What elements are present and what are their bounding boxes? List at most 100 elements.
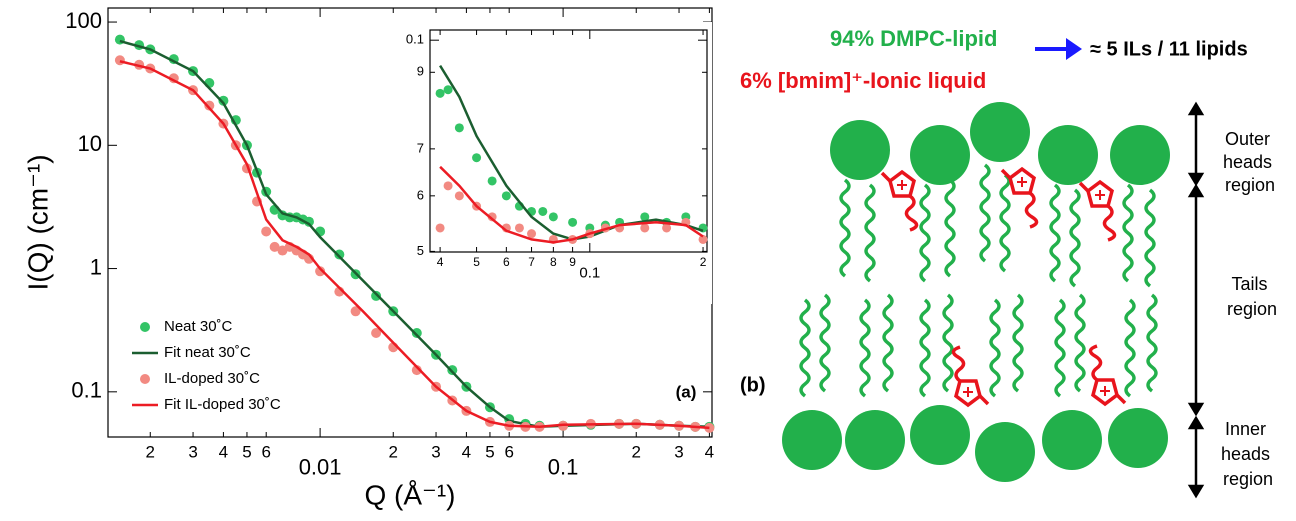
arrow-head: [1187, 101, 1205, 187]
lipid-tail: [942, 293, 954, 393]
lipid-head: [910, 125, 970, 185]
x-tick-label: 6: [503, 255, 510, 269]
x-tick-label: 0.1: [548, 455, 579, 480]
data-point: [472, 153, 482, 163]
data-point: [538, 206, 548, 216]
x-tick-label: 0.01: [299, 455, 342, 480]
y-tick-label: 7: [417, 140, 424, 155]
lipid-tail: [882, 293, 894, 393]
lipid-head: [975, 422, 1035, 482]
data-point: [204, 100, 215, 111]
x-tick-label: 2: [389, 442, 398, 461]
label-line: region: [1223, 469, 1273, 489]
lipid-tail: [1012, 293, 1024, 393]
label-line: Tails: [1231, 274, 1267, 294]
region-label: Tails region: [1227, 274, 1277, 319]
lipid-head: [1110, 125, 1170, 185]
lipid-tail: [1124, 298, 1136, 398]
lipid-head: [830, 120, 890, 180]
region-arrows: [1187, 101, 1205, 499]
data-point: [698, 234, 708, 244]
lipid-tail: [819, 293, 831, 393]
ionic-liquid: [880, 170, 919, 232]
lipid-tail: [944, 178, 956, 278]
legend-label: Neat 30˚C: [164, 318, 233, 335]
ratio-label: ≈ 5 ILs / 11 lipids: [1090, 38, 1248, 60]
data-point: [548, 212, 558, 222]
x-tick-label: 3: [674, 442, 683, 461]
plot-frame: [429, 29, 708, 253]
lipid-tail: [1074, 293, 1086, 393]
fit-line: [119, 60, 710, 430]
lipid-tail: [1122, 183, 1134, 283]
data-point: [435, 223, 445, 233]
data-point: [269, 241, 280, 252]
data-point: [443, 181, 453, 191]
lipid-tail: [1146, 293, 1158, 393]
lipid-head: [970, 102, 1030, 162]
x-tick-label: 4: [462, 442, 471, 461]
lipid-head: [845, 410, 905, 470]
lipid-tail: [799, 298, 811, 398]
data-point: [443, 85, 453, 95]
x-tick-label: 4: [219, 442, 228, 461]
il-label: 6% [bmim]⁺-Ionic liquid: [740, 68, 986, 93]
data-point: [454, 191, 464, 201]
heads-inner: [782, 405, 1168, 482]
arrow-head: [1187, 415, 1205, 499]
x-tick-label: 5: [242, 442, 251, 461]
label-line: region: [1227, 299, 1277, 319]
lipid-tail: [859, 298, 871, 398]
data-point: [114, 55, 125, 66]
y-tick-label: 6: [417, 187, 424, 202]
x-tick-label: 4: [437, 255, 444, 269]
lipid-tail: [919, 298, 931, 398]
label-line: heads: [1221, 444, 1270, 464]
y-tick-label: 10: [78, 131, 102, 156]
legend-label: Fit neat 30˚C: [164, 344, 251, 361]
legend-label: IL-doped 30˚C: [164, 370, 260, 387]
x-tick-label: 6: [504, 442, 513, 461]
data-point: [261, 226, 272, 237]
lipid-head: [1042, 410, 1102, 470]
y-tick-label: 0.1: [406, 32, 424, 47]
y-tick-label: 0.1: [71, 378, 102, 403]
lipid-tail: [1069, 188, 1081, 288]
data-point: [303, 216, 314, 227]
x-tick-label: 0.1: [579, 265, 600, 282]
data-point: [501, 191, 511, 201]
region-label: Outer heads region: [1223, 129, 1277, 195]
data-point: [350, 306, 361, 317]
lipid-tail: [989, 298, 1001, 398]
data-point: [487, 212, 497, 222]
lipid-tail: [979, 163, 991, 263]
data-point: [487, 176, 497, 186]
panel-label: (b): [740, 374, 766, 396]
data-point: [411, 328, 422, 339]
membrane-diagram: 94% DMPC-lipid 6% [bmim]⁺-Ionic liquid ≈…: [740, 26, 1277, 499]
label-line: region: [1225, 175, 1275, 195]
x-tick-label: 5: [485, 442, 494, 461]
label-line: heads: [1223, 152, 1272, 172]
legend-marker: [140, 322, 150, 332]
lipid-head: [1038, 125, 1098, 185]
data-point: [662, 223, 672, 233]
data-point: [568, 217, 578, 227]
x-tick-label: 2: [146, 442, 155, 461]
label-line: Inner: [1225, 419, 1266, 439]
data-point: [315, 266, 326, 277]
data-point: [640, 212, 650, 222]
data-point: [411, 365, 422, 376]
ionic-liquid: [1078, 180, 1117, 242]
label-line: Outer: [1225, 129, 1270, 149]
x-tick-label: 4: [705, 442, 714, 461]
lipid-head: [910, 405, 970, 465]
y-tick-label: 9: [417, 64, 424, 79]
lipid-tail: [919, 183, 931, 283]
region-label: Inner heads region: [1221, 419, 1275, 489]
x-tick-label: 5: [473, 255, 480, 269]
inset-background: [397, 22, 712, 304]
